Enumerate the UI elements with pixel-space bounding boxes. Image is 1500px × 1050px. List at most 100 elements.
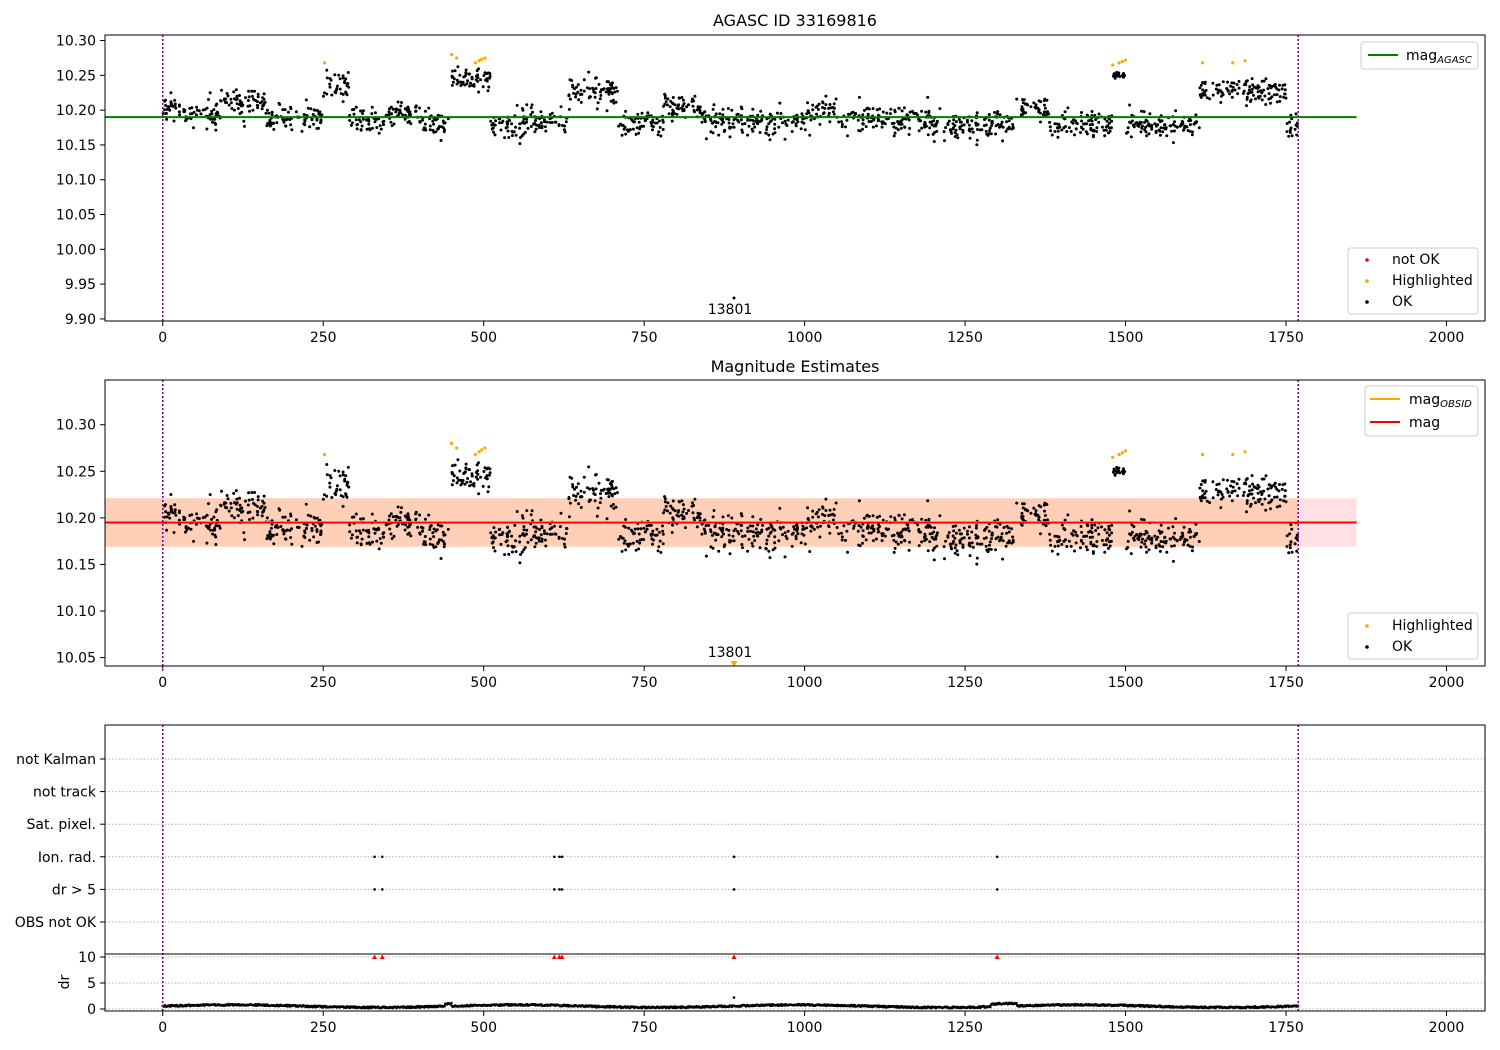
ok-point (696, 511, 700, 515)
ok-point (722, 532, 725, 536)
ok-point (980, 128, 984, 132)
ok-point (305, 526, 308, 530)
ok-point (795, 113, 799, 117)
ok-point (1159, 126, 1163, 130)
ok-point (1005, 524, 1009, 528)
ok-point (934, 537, 938, 541)
ok-point (1266, 487, 1270, 491)
ok-point (999, 535, 1003, 539)
ok-point (740, 543, 744, 546)
ok-point (235, 497, 239, 501)
ok-point (712, 531, 716, 535)
ok-point (532, 535, 536, 539)
ok-point (634, 548, 638, 552)
ok-point (985, 525, 989, 529)
ok-point (943, 557, 946, 561)
ok-point (537, 123, 541, 127)
ok-point (1256, 86, 1260, 90)
ok-point (605, 478, 609, 482)
ok-point (892, 134, 896, 138)
ok-point (1049, 543, 1053, 547)
ok-point (892, 538, 896, 542)
ok-point (953, 551, 957, 555)
ok-point (1011, 535, 1015, 539)
ok-point (1004, 544, 1008, 548)
ok-point (974, 123, 978, 127)
ok-point (707, 523, 711, 527)
ok-point (875, 515, 879, 519)
ok-point (1048, 125, 1052, 129)
ok-point (335, 84, 339, 88)
ok-point (1091, 551, 1095, 555)
ok-point (619, 535, 622, 538)
ok-point (428, 542, 432, 546)
ok-point (954, 128, 958, 132)
ok-point (348, 530, 352, 534)
ok-point (811, 515, 815, 519)
ok-point (670, 119, 674, 123)
ok-point (665, 103, 669, 107)
ok-point (485, 79, 489, 83)
ok-point (932, 546, 936, 550)
ok-point (597, 82, 601, 86)
ok-point (423, 535, 427, 538)
ok-point (1163, 123, 1167, 127)
ok-point (451, 479, 455, 483)
ok-point (576, 482, 580, 486)
ok-point (440, 538, 443, 542)
highlighted-point (1120, 59, 1124, 64)
ok-point (494, 530, 498, 534)
ok-point (523, 546, 527, 550)
ok-point (284, 124, 287, 128)
ok-point (406, 532, 410, 536)
ok-point (777, 539, 781, 543)
ok-point (1145, 134, 1149, 138)
ok-point (931, 548, 935, 552)
ok-point (416, 525, 420, 529)
ok-point (1097, 532, 1101, 536)
y-tick-label: 10.20 (56, 511, 96, 527)
ok-point (597, 481, 601, 485)
ok-point (794, 537, 798, 541)
ok-point (1237, 86, 1241, 90)
ok-point (775, 111, 779, 115)
ok-point (525, 103, 529, 107)
ok-point (878, 107, 882, 111)
legend-highlighted-label: Highlighted (1392, 618, 1473, 634)
ok-point (599, 492, 602, 496)
ok-point (770, 525, 774, 529)
ok-point (1211, 93, 1215, 97)
ok-point (169, 493, 173, 496)
ok-point (328, 485, 332, 489)
ok-point (470, 77, 474, 81)
ok-point (1288, 546, 1292, 550)
highlighted-point (1120, 451, 1124, 455)
ok-point (1278, 498, 1282, 502)
ok-point (1170, 544, 1174, 548)
ok-point (899, 126, 903, 130)
ok-point (1085, 523, 1089, 526)
ok-point (1090, 110, 1094, 113)
ok-point (267, 111, 271, 115)
ok-point (922, 123, 926, 127)
ok-point (740, 535, 744, 538)
ok-point (294, 110, 298, 114)
ok-point (1089, 126, 1093, 130)
ok-point (255, 504, 259, 508)
ok-point (1075, 533, 1079, 537)
ok-point (1163, 535, 1167, 539)
ok-point (582, 78, 586, 82)
ok-point (844, 538, 847, 542)
ok-point (753, 539, 757, 542)
ok-point (975, 143, 979, 147)
ok-point (767, 122, 771, 126)
ok-point (814, 512, 818, 516)
ok-point (993, 111, 997, 114)
ok-point (482, 470, 486, 473)
ok-point (514, 539, 518, 543)
ok-point (510, 129, 514, 133)
ok-point (682, 102, 686, 106)
ok-point (1198, 486, 1202, 490)
ok-point (889, 515, 893, 519)
flag-point (373, 855, 376, 859)
